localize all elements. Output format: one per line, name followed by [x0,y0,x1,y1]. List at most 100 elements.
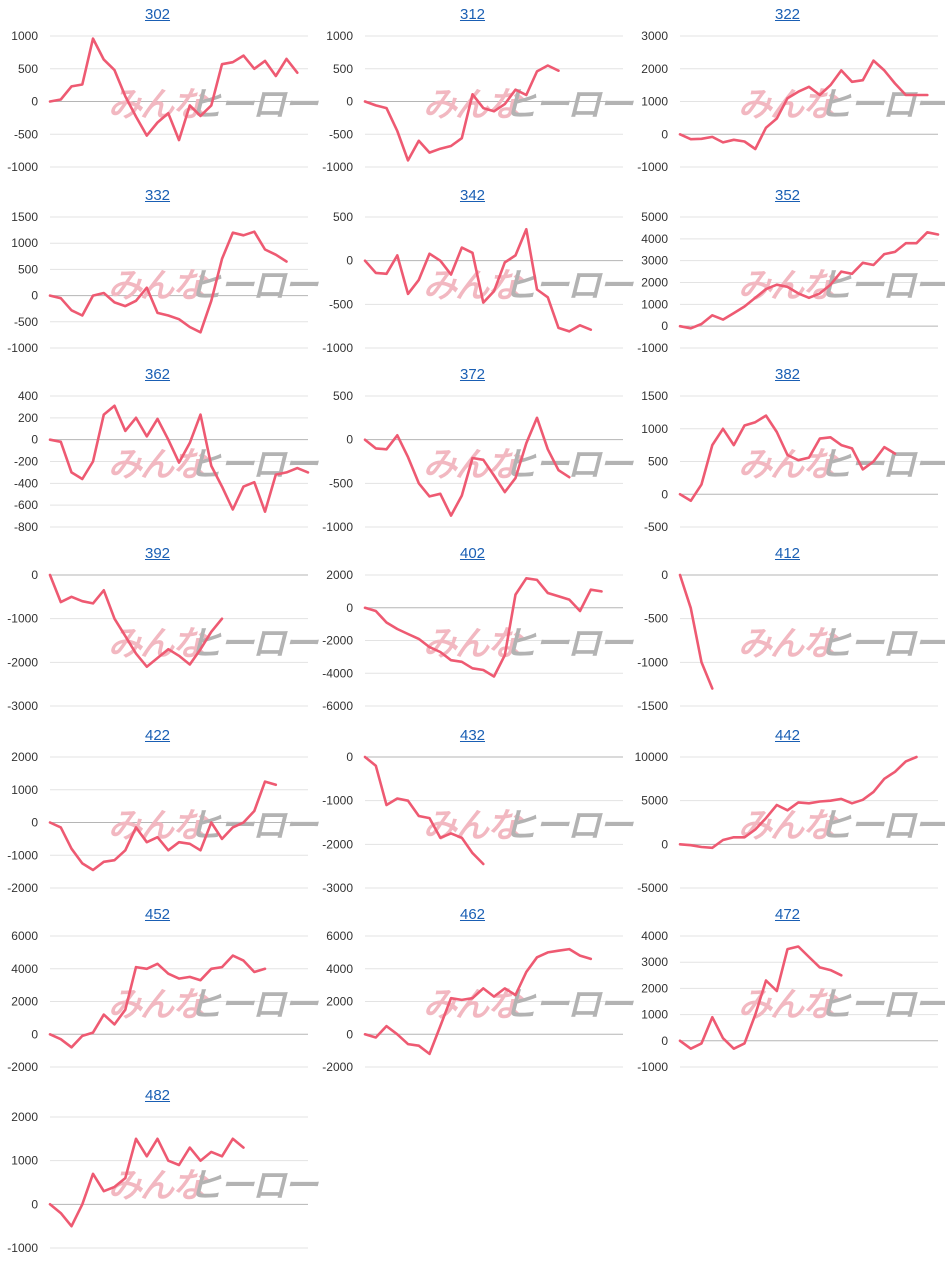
watermark-right: ヒーロー [188,625,319,663]
y-tick-label: 0 [346,750,353,764]
watermark-left: みんな [108,86,209,124]
y-tick-label: -500 [329,476,353,490]
series-line [363,947,593,1056]
y-tick-label: -500 [644,612,668,626]
chart-title-link[interactable]: 412 [774,545,801,562]
y-tick-label: 6000 [11,929,38,943]
chart-title-link[interactable]: 472 [774,906,801,923]
chart-title-link[interactable]: 442 [774,727,801,744]
y-tick-label: -1000 [637,655,668,669]
watermark-right: ヒーロー [818,86,945,124]
y-tick-label: 3000 [641,254,668,268]
y-tick-label: -1000 [7,341,38,355]
y-tick-label: 1000 [11,236,38,250]
y-tick-label: 2000 [326,995,353,1009]
y-tick-label: -200 [14,455,38,469]
series-line [678,573,714,690]
y-tick-label: 500 [333,62,353,76]
y-tick-label: 2000 [641,981,668,995]
watermark-right: ヒーロー [503,807,634,845]
y-tick-label: -6000 [322,699,353,713]
y-tick-label: -2000 [322,837,353,851]
y-tick-label: 0 [31,816,38,830]
watermark-left: みんな [108,267,209,305]
chart-title-link[interactable]: 332 [144,187,171,204]
chart-title-link[interactable]: 312 [459,6,486,23]
y-tick-label: 2000 [641,62,668,76]
chart-title-link[interactable]: 342 [459,187,486,204]
watermark-right: ヒーロー [188,267,319,305]
chart-panel-462: 6000 4000 2000 0 -2000 みんな ヒーロー 462 [315,900,636,1080]
y-tick-label: -3000 [7,699,38,713]
y-tick-label: 0 [31,1027,38,1041]
y-tick-label: 1000 [11,29,38,43]
chart-title-link[interactable]: 432 [459,727,486,744]
y-tick-label: -2000 [322,634,353,648]
series-line [48,1137,245,1228]
chart-title-link[interactable]: 382 [774,366,801,383]
y-tick-label: 1500 [11,210,38,224]
y-tick-label: 5000 [641,794,668,808]
chart-title-link[interactable]: 462 [459,906,486,923]
y-tick-label: 1000 [641,297,668,311]
y-tick-label: 400 [18,389,38,403]
chart-title-link[interactable]: 362 [144,366,171,383]
y-tick-label: -1000 [7,1241,38,1255]
y-tick-label: -1000 [322,160,353,174]
series-line [678,414,897,503]
chart-panel-472: 4000 3000 2000 1000 0 -1000 みんな ヒーロー 472 [630,900,945,1080]
chart-panel-442: 10000 5000 0 -5000 みんな ヒーロー 442 [630,721,945,901]
y-tick-label: 0 [661,837,668,851]
y-tick-label: -1000 [7,160,38,174]
chart-title-link[interactable]: 392 [144,545,171,562]
chart-panel-422: 2000 1000 0 -1000 -2000 みんな ヒーロー 422 [0,721,321,901]
chart-title-link[interactable]: 422 [144,727,171,744]
chart-panel-342: 500 0 -500 -1000 みんな ヒーロー 342 [315,181,636,361]
series-line [48,573,224,668]
chart-title-link[interactable]: 452 [144,906,171,923]
y-tick-label: 2000 [11,1110,38,1124]
chart-title-link[interactable]: 372 [459,366,486,383]
y-tick-label: -1000 [7,848,38,862]
chart-panel-372: 500 0 -500 -1000 みんな ヒーロー 372 [315,360,636,540]
chart-title-link[interactable]: 402 [459,545,486,562]
watermark-right: ヒーロー [188,1167,319,1205]
chart-title-link[interactable]: 302 [144,6,171,23]
y-tick-label: 500 [648,455,668,469]
y-tick-label: 0 [661,127,668,141]
series-line [363,64,560,162]
watermark-left: みんな [423,986,524,1024]
y-tick-label: 2000 [326,568,353,582]
watermark-right: ヒーロー [818,807,945,845]
y-tick-label: -1000 [7,612,38,626]
chart-panel-402: 2000 0 -2000 -4000 -6000 みんな ヒーロー 402 [315,539,636,719]
series-line [363,577,603,678]
y-tick-label: 1500 [641,389,668,403]
y-tick-label: 0 [346,254,353,268]
chart-title-link[interactable]: 482 [144,1087,171,1104]
series-line [363,227,593,333]
chart-title-link[interactable]: 352 [774,187,801,204]
watermark-right: ヒーロー [503,267,634,305]
watermark-right: ヒーロー [818,986,945,1024]
chart-panel-362: 400 200 0 -200 -400 -600 -800 みんな ヒーロー 362 [0,360,321,540]
series-line [48,780,278,872]
y-tick-label: 0 [346,433,353,447]
y-tick-label: 0 [346,1027,353,1041]
chart-title-link[interactable]: 322 [774,6,801,23]
y-tick-label: -4000 [322,666,353,680]
chart-panel-432: 0 -1000 -2000 -3000 みんな ヒーロー 432 [315,721,636,901]
watermark-right: ヒーロー [188,86,319,124]
y-tick-label: -500 [14,315,38,329]
y-tick-label: -600 [14,498,38,512]
